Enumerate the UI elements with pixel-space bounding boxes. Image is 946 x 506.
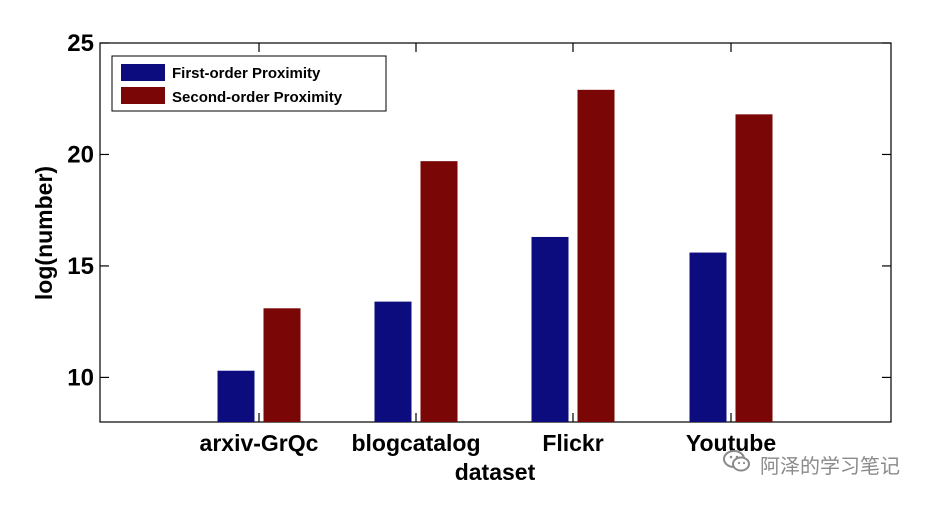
watermark-text: 阿泽的学习笔记 [760,453,900,478]
wechat-icon [722,449,752,480]
legend: First-order Proximity Second-order Proxi… [111,55,387,112]
y-tick-label: 20 [67,141,94,168]
legend-swatch-first-order [121,64,165,81]
bar-first-order-flickr [531,236,569,422]
x-tick-label: blogcatalog [351,430,480,456]
y-axis-label: log(number) [31,166,57,300]
bar-second-order-blogcatalog [420,161,458,423]
bars [217,89,773,423]
bar-first-order-blogcatalog [374,301,412,422]
y-axis-ticks: 10 15 20 25 [67,30,891,391]
legend-label-second-order: Second-order Proximity [172,89,343,106]
legend-label-first-order: First-order Proximity [172,65,321,82]
bar-second-order-youtube [735,114,773,422]
y-tick-label: 10 [67,364,94,391]
bar-second-order-arxiv-grqc [263,308,301,422]
plot-area [99,42,892,423]
bar-second-order-flickr [577,89,615,422]
x-axis-ticks: arxiv-GrQc blogcatalog Flickr Youtube [200,43,776,456]
legend-swatch-second-order [121,87,165,104]
x-axis-label: dataset [455,459,536,485]
plot-frame [99,42,892,423]
y-tick-label: 15 [67,253,94,280]
watermark: 阿泽的学习笔记 [722,446,900,482]
y-tick-label: 25 [67,30,94,57]
x-tick-label: Flickr [542,430,603,456]
x-tick-label: arxiv-GrQc [200,430,319,456]
bar-first-order-youtube [689,252,727,422]
bar-first-order-arxiv-grqc [217,370,255,422]
